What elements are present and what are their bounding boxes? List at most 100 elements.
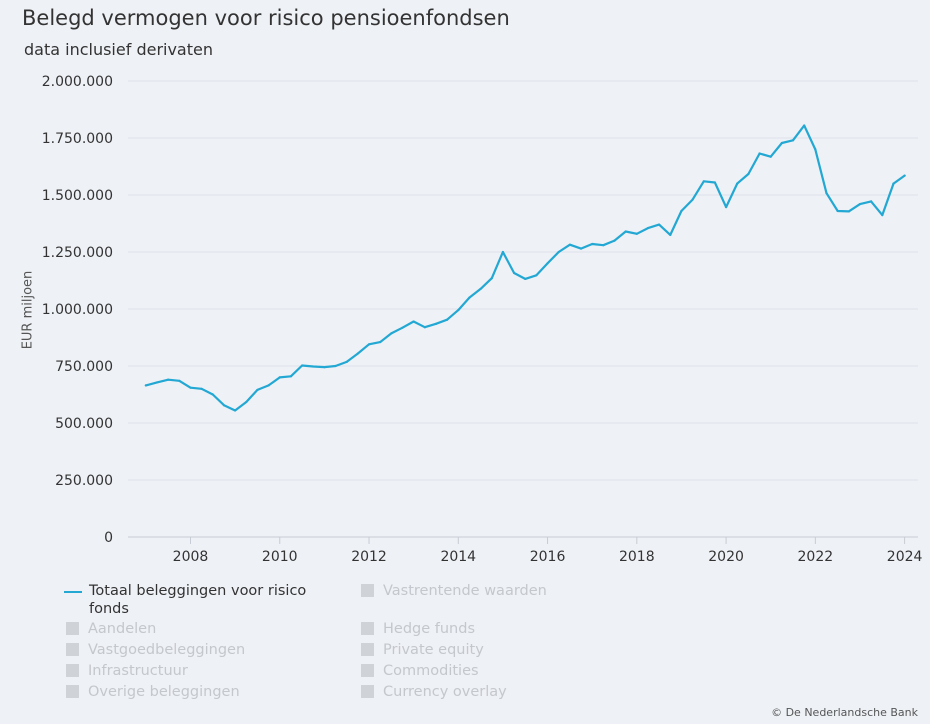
- data-point[interactable]: [490, 277, 493, 280]
- data-point[interactable]: [892, 182, 895, 185]
- legend-item[interactable]: Overige beleggingen: [64, 683, 240, 701]
- data-point[interactable]: [501, 250, 505, 254]
- data-point[interactable]: [736, 182, 739, 185]
- data-point[interactable]: [334, 364, 337, 368]
- data-point[interactable]: [546, 262, 549, 265]
- data-point[interactable]: [390, 332, 393, 335]
- data-point[interactable]: [434, 322, 438, 325]
- y-axis-ticks: 0 250.000 500.000 750.000 1.000.000 1.250.000…: [42, 74, 113, 546]
- data-point[interactable]: [222, 404, 226, 407]
- legend-item[interactable]: Hedge funds: [359, 620, 475, 638]
- data-point[interactable]: [289, 375, 293, 378]
- data-point[interactable]: [769, 155, 772, 158]
- data-point[interactable]: [780, 141, 783, 145]
- data-point[interactable]: [669, 233, 672, 236]
- legend-item[interactable]: Aandelen: [64, 620, 156, 638]
- legend-label: Vastgoedbeleggingen: [88, 642, 246, 658]
- data-point[interactable]: [847, 210, 850, 213]
- legend-item[interactable]: Infrastructuur: [64, 662, 188, 680]
- data-point[interactable]: [256, 388, 259, 392]
- legend-item[interactable]: Commodities: [359, 662, 479, 680]
- legend-label: Currency overlay: [383, 684, 507, 700]
- data-point[interactable]: [234, 409, 237, 412]
- data-point[interactable]: [379, 340, 382, 344]
- data-point[interactable]: [814, 148, 817, 151]
- data-point[interactable]: [245, 400, 248, 404]
- data-point[interactable]: [468, 296, 471, 299]
- series-line[interactable]: [144, 124, 906, 412]
- data-point[interactable]: [312, 365, 315, 368]
- legend-label: Infrastructuur: [88, 663, 188, 679]
- data-point[interactable]: [881, 213, 884, 217]
- legend-box-swatch: [361, 643, 374, 656]
- data-point[interactable]: [479, 287, 482, 291]
- data-point[interactable]: [713, 181, 717, 184]
- data-point[interactable]: [791, 139, 795, 142]
- data-point[interactable]: [870, 200, 873, 203]
- legend-label: Vastrentende waarden: [383, 583, 547, 599]
- legend-box-swatch: [361, 622, 374, 635]
- data-point[interactable]: [524, 277, 527, 281]
- data-point[interactable]: [412, 320, 415, 323]
- credit: © De Nederlandsche Bank: [771, 706, 918, 719]
- data-point[interactable]: [680, 209, 683, 213]
- legend-item[interactable]: Vastrentende waarden: [359, 582, 547, 600]
- data-point[interactable]: [579, 247, 583, 250]
- data-point[interactable]: [702, 180, 705, 183]
- legend-item[interactable]: Totaal beleggingen voor risico fonds: [64, 582, 329, 618]
- data-point[interactable]: [167, 378, 170, 381]
- data-point[interactable]: [858, 203, 862, 206]
- legend-box-swatch: [66, 622, 79, 635]
- data-point[interactable]: [825, 192, 828, 195]
- data-point[interactable]: [836, 209, 839, 213]
- data-point[interactable]: [189, 386, 192, 389]
- x-tick-label: 2010: [262, 549, 298, 565]
- legend-box-swatch: [361, 664, 374, 677]
- data-point[interactable]: [602, 244, 605, 247]
- data-point[interactable]: [691, 198, 694, 201]
- data-point[interactable]: [200, 387, 203, 390]
- x-tick-label: 2016: [530, 549, 566, 565]
- data-point[interactable]: [635, 232, 638, 235]
- data-point[interactable]: [758, 152, 761, 155]
- data-point[interactable]: [568, 243, 571, 246]
- y-tick-label: 250.000: [55, 473, 113, 489]
- legend-item[interactable]: Private equity: [359, 641, 484, 659]
- line-chart: 0 250.000 500.000 750.000 1.000.000 1.250.000…: [42, 74, 923, 565]
- data-point[interactable]: [646, 226, 650, 230]
- x-axis-ticks: 2008 2010 2012 2014 2016 2018 2020 2022 2024: [173, 537, 923, 565]
- legend-item[interactable]: Currency overlay: [359, 683, 507, 701]
- data-point[interactable]: [345, 360, 348, 363]
- data-point[interactable]: [356, 352, 359, 355]
- legend-box-swatch: [361, 685, 374, 698]
- data-point[interactable]: [803, 124, 806, 127]
- y-tick-label: 1.250.000: [42, 245, 113, 261]
- data-point[interactable]: [267, 384, 270, 387]
- data-point[interactable]: [747, 172, 750, 176]
- data-point[interactable]: [658, 223, 661, 226]
- data-point[interactable]: [624, 230, 627, 233]
- data-point[interactable]: [211, 393, 214, 396]
- data-point[interactable]: [512, 271, 516, 275]
- data-point[interactable]: [591, 242, 594, 246]
- data-point[interactable]: [457, 309, 460, 312]
- y-tick-label: 1.500.000: [42, 188, 113, 204]
- data-point[interactable]: [535, 274, 538, 277]
- data-point[interactable]: [724, 205, 728, 209]
- data-point[interactable]: [423, 326, 426, 329]
- data-point[interactable]: [446, 318, 449, 321]
- legend-box-swatch: [66, 685, 79, 698]
- legend-item[interactable]: Vastgoedbeleggingen: [64, 641, 245, 659]
- data-point[interactable]: [178, 379, 181, 382]
- data-point[interactable]: [401, 326, 404, 329]
- data-point[interactable]: [300, 364, 304, 367]
- data-point[interactable]: [144, 384, 147, 387]
- legend-label: Private equity: [383, 642, 484, 658]
- data-point[interactable]: [903, 174, 906, 177]
- data-point[interactable]: [367, 343, 371, 346]
- data-point[interactable]: [155, 381, 159, 384]
- data-point[interactable]: [323, 366, 326, 369]
- data-point[interactable]: [613, 239, 616, 242]
- data-point[interactable]: [557, 250, 560, 254]
- data-point[interactable]: [278, 376, 281, 379]
